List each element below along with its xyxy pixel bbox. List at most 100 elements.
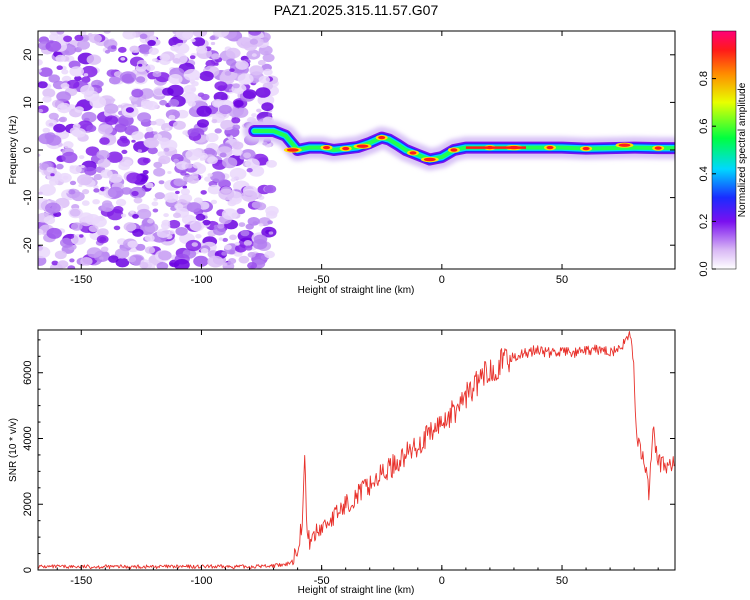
noise-blob	[199, 71, 214, 82]
noise-blob	[144, 137, 159, 149]
noise-blob	[139, 33, 148, 40]
noise-blob	[99, 256, 104, 260]
noise-blob	[173, 212, 181, 219]
noise-blob	[198, 152, 208, 160]
noise-blob	[104, 115, 119, 125]
noise-blob	[109, 173, 123, 184]
y-tick-label: 6000	[22, 360, 34, 384]
noise-blob	[176, 161, 189, 170]
noise-blob	[221, 208, 238, 220]
noise-blob	[129, 210, 135, 214]
noise-blob	[193, 197, 203, 204]
spectrogram-y-axis-label: Frequency (Hz)	[8, 116, 19, 185]
noise-blob	[200, 248, 209, 254]
y-tick-label: 20	[22, 49, 34, 61]
noise-blob	[158, 137, 170, 146]
noise-blob	[212, 31, 230, 38]
noise-blob	[59, 116, 68, 123]
noise-blob	[232, 83, 240, 89]
noise-blob	[80, 165, 85, 168]
noise-blob	[104, 103, 119, 114]
noise-blob	[211, 119, 218, 124]
noise-blob	[45, 202, 61, 214]
noise-blob	[232, 141, 244, 150]
noise-blob	[265, 205, 279, 216]
noise-blob	[131, 88, 144, 98]
noise-blob	[175, 227, 188, 236]
noise-blob	[156, 228, 171, 238]
noise-blob	[229, 167, 247, 180]
noise-blob	[126, 172, 142, 184]
noise-blob	[189, 220, 205, 232]
x-tick-label: 50	[556, 274, 568, 286]
noise-blob	[218, 188, 235, 200]
noise-blob	[227, 200, 237, 207]
noise-blob	[264, 184, 277, 194]
snr-y-ticks: 0 2000 4000 6000	[22, 339, 675, 573]
noise-blob	[97, 158, 111, 168]
noise-blob	[67, 265, 76, 269]
noise-blob	[205, 132, 219, 143]
noise-blob	[86, 124, 97, 132]
y-tick-label: 2000	[22, 492, 34, 516]
noise-blob	[86, 54, 102, 65]
noise-blob	[144, 246, 156, 254]
noise-blob	[168, 99, 180, 107]
noise-blob	[83, 73, 89, 77]
noise-blob	[121, 149, 128, 154]
noise-blob	[84, 214, 101, 225]
noise-blob	[233, 100, 244, 108]
colorbar-tick-label: 0.8	[698, 71, 710, 86]
x-tick-label: 50	[556, 575, 568, 587]
noise-blob	[188, 100, 196, 107]
noise-blob	[197, 119, 209, 128]
noise-blob	[85, 146, 100, 156]
noise-blob	[79, 234, 84, 238]
noise-blob	[174, 203, 184, 210]
noise-blob	[55, 54, 66, 63]
noise-blob	[229, 249, 236, 255]
noise-blob	[244, 183, 250, 187]
noise-blob	[148, 47, 159, 55]
noise-blob	[209, 35, 216, 41]
noise-blob	[38, 59, 43, 66]
noise-blob	[249, 38, 258, 45]
noise-blob	[231, 148, 243, 157]
noise-blob	[147, 39, 156, 47]
noise-blob	[237, 73, 254, 85]
noise-blob	[74, 106, 84, 113]
noise-blob	[82, 36, 89, 41]
noise-blob	[74, 75, 82, 82]
y-tick-label: -10	[22, 190, 34, 206]
noise-blob	[108, 255, 119, 263]
noise-blob	[196, 45, 208, 54]
noise-blob	[132, 228, 144, 237]
noise-blob	[214, 62, 219, 66]
trace-hotspot-red	[378, 135, 386, 140]
noise-blob	[165, 127, 170, 131]
noise-blob	[217, 223, 225, 229]
y-tick-label: 10	[22, 96, 34, 108]
colorbar-gradient	[711, 30, 737, 270]
noise-blob	[210, 41, 216, 46]
noise-blob	[235, 244, 247, 253]
noise-blob	[69, 165, 82, 175]
noise-blob	[118, 46, 127, 53]
noise-blob	[246, 168, 253, 173]
noise-blob	[204, 176, 212, 182]
noise-blob	[168, 74, 183, 85]
noise-blob	[97, 124, 113, 135]
noise-blob	[162, 87, 174, 96]
noise-blob	[42, 88, 56, 98]
y-tick-label: -20	[22, 237, 34, 253]
noise-blob	[45, 40, 62, 52]
noise-blob	[168, 114, 176, 120]
noise-blob	[61, 69, 69, 75]
noise-blob	[183, 69, 201, 81]
noise-blob	[119, 71, 137, 84]
noise-blob	[93, 188, 100, 193]
noise-blob	[145, 64, 156, 72]
snr-series-group	[38, 331, 675, 570]
noise-blob	[172, 120, 186, 130]
noise-blob	[172, 58, 181, 64]
